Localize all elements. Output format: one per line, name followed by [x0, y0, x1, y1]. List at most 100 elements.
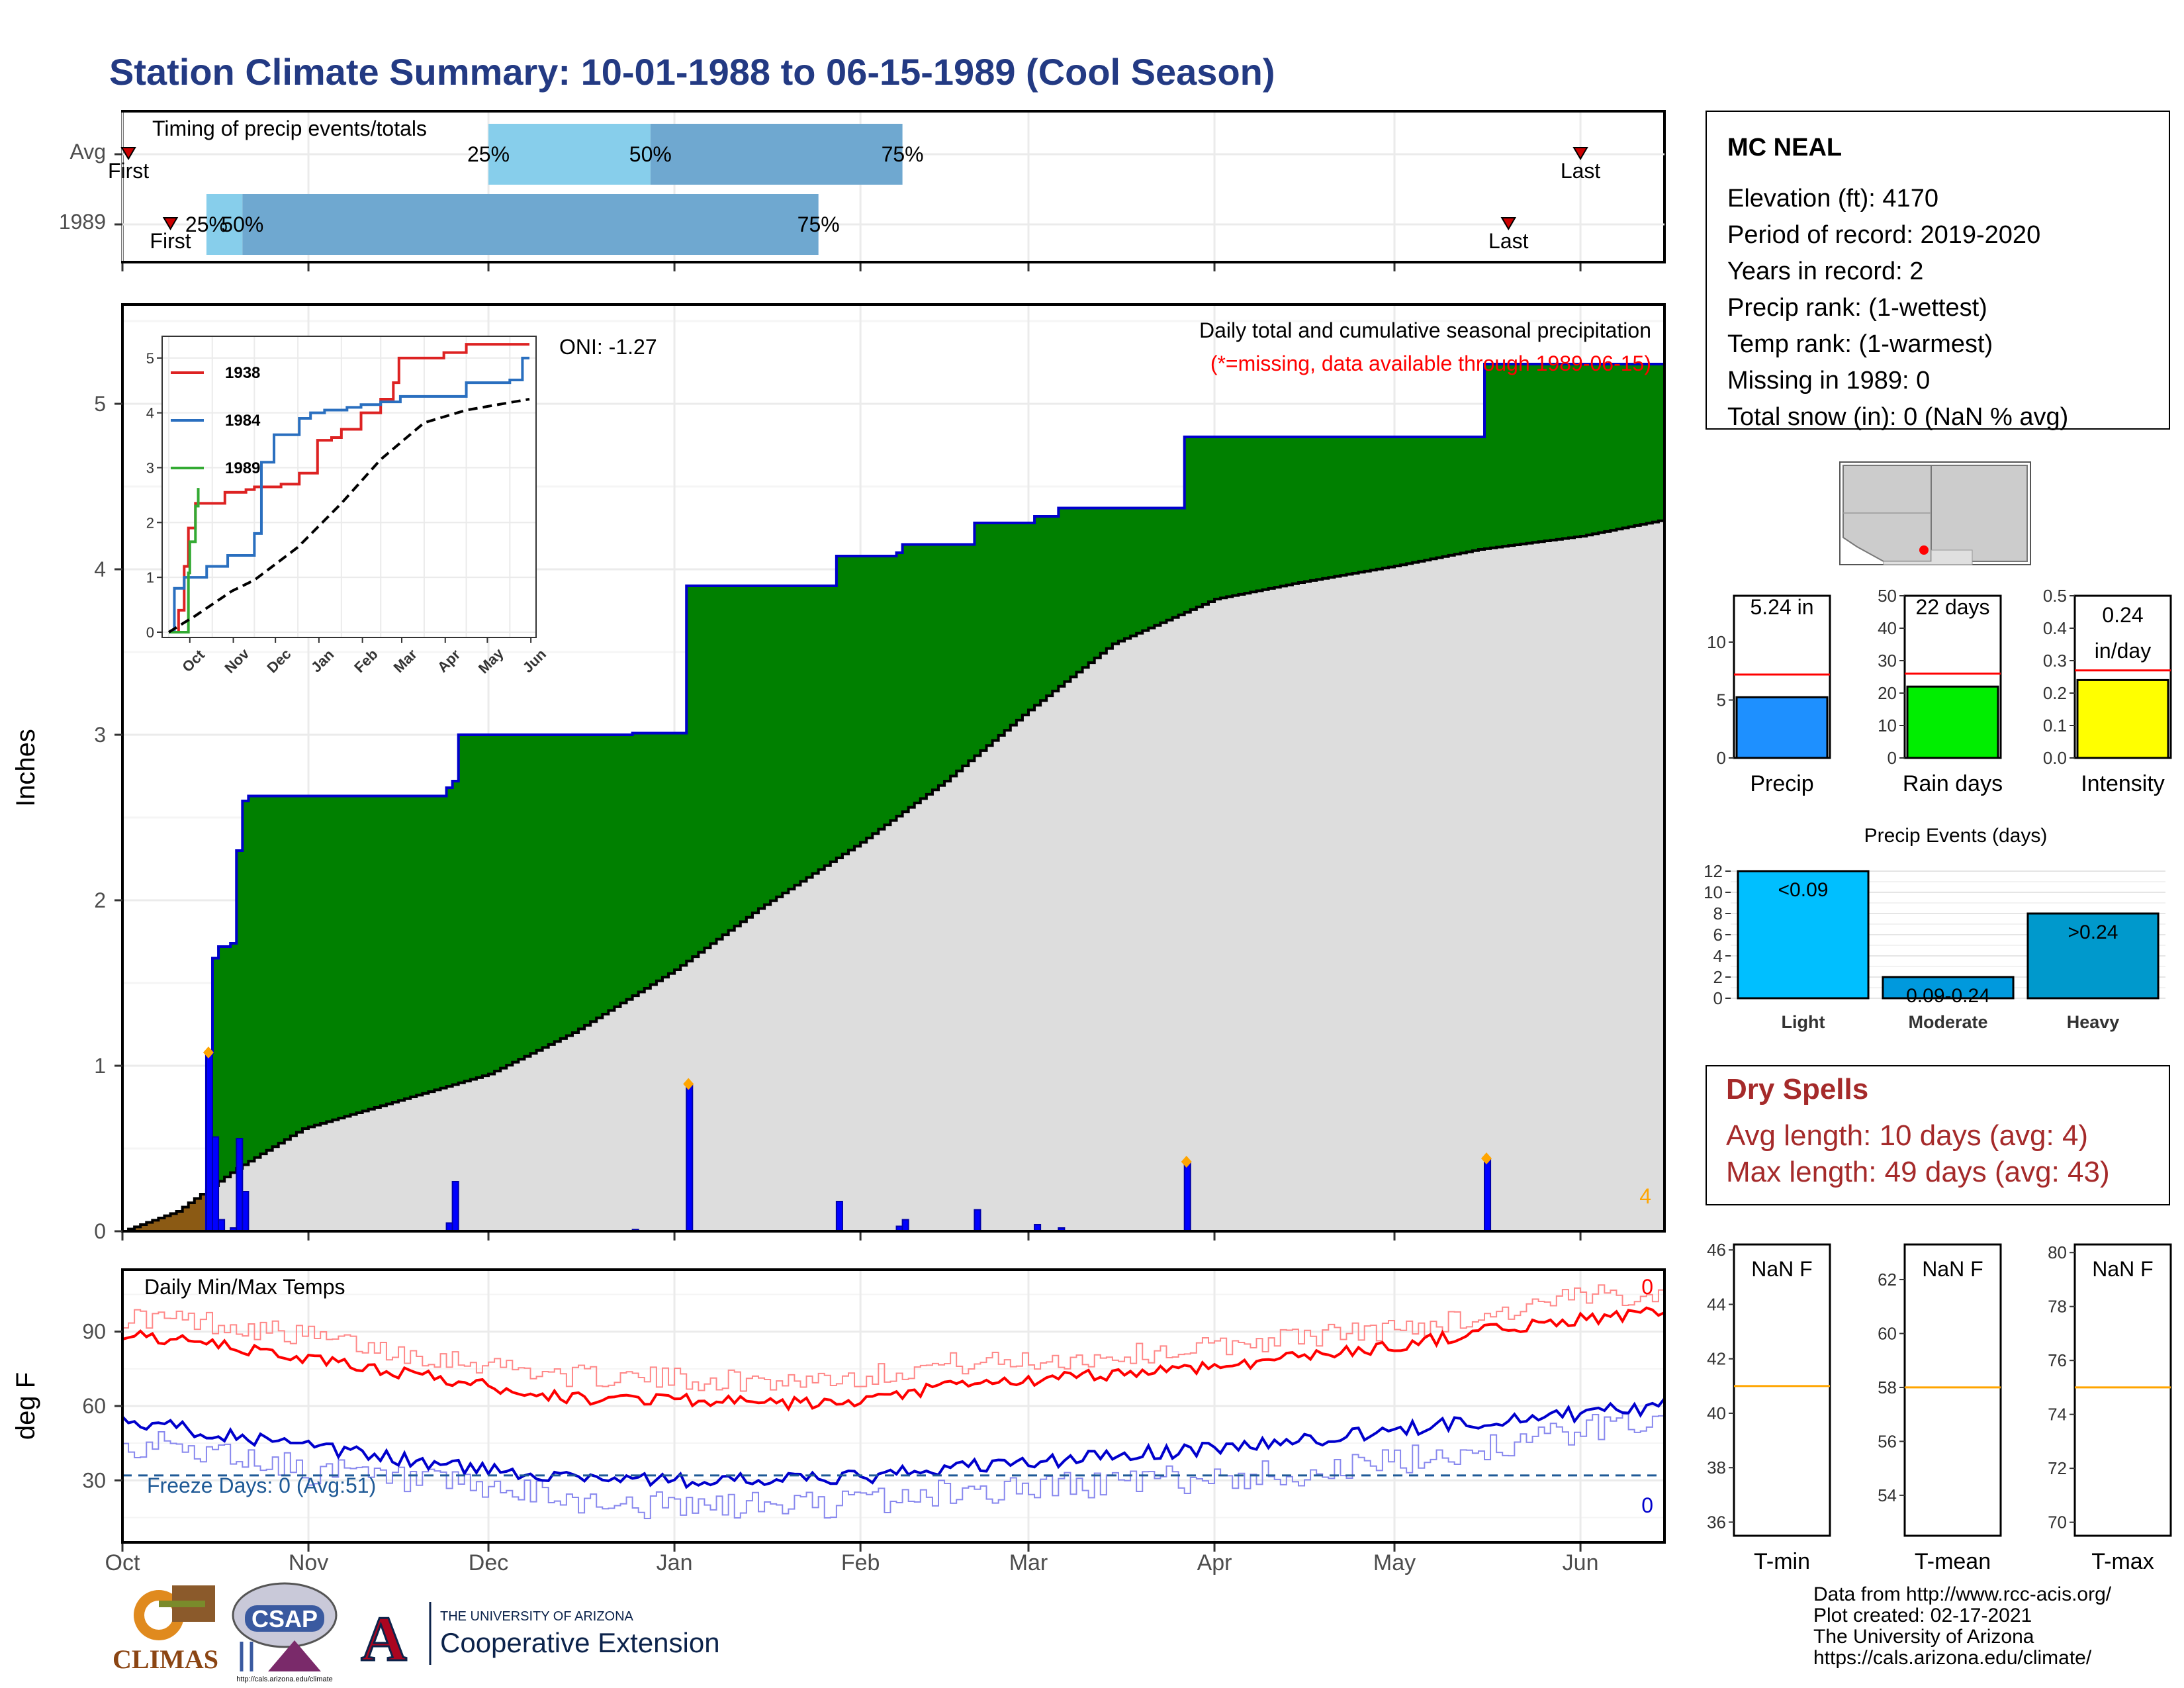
temp-ytick-label: 30 [82, 1468, 106, 1492]
inset-ytick-label: 0 [146, 624, 154, 641]
temp-summary-ytick-label: 70 [2048, 1513, 2067, 1532]
above-average-area [122, 364, 1664, 1231]
daily-precip-bar [205, 1052, 213, 1231]
summary-ytick-label: 0.0 [2043, 748, 2067, 768]
last-event-label: Last [1488, 229, 1529, 253]
station-line-1: Period of record: 2019-2020 [1727, 221, 2040, 249]
event-bar [1737, 870, 1870, 1000]
temp-summary-ytick-label: 74 [2048, 1405, 2067, 1425]
timing-bar-q2 [650, 124, 903, 185]
events-title: Precip Events (days) [1864, 825, 2048, 847]
csap-text: CSAP [251, 1605, 318, 1632]
temp-title: Daily Min/Max Temps [144, 1275, 345, 1299]
p50-label: 50% [221, 212, 263, 236]
event-bar-label: <0.09 [1778, 879, 1829, 901]
daily-precip-bar [1183, 1161, 1191, 1231]
summary-ytick-label: 10 [1878, 716, 1897, 735]
summary-value-bar [2076, 679, 2169, 759]
temp-summary-frame [1733, 1243, 1831, 1537]
footer-credits: Data from http://www.rcc-acis.org/ Plot … [1813, 1583, 2112, 1669]
station-line-5: Missing in 1989: 0 [1727, 367, 1930, 395]
temp-summary-value: NaN F [1922, 1257, 1983, 1281]
summary-ytick-label: 0.3 [2043, 651, 2067, 671]
events-ytick-label: 12 [1704, 861, 1723, 881]
ua-name-big: Cooperative Extension [440, 1627, 720, 1658]
summary-panel-label: Precip [1750, 771, 1813, 796]
missing-data-marker [683, 1078, 694, 1090]
credit-line-3: https://cals.arizona.edu/climate/ [1813, 1647, 2092, 1669]
tmin-missing-count: 0 [1641, 1493, 1653, 1517]
ua-cooperative-extension-logo: A THE UNIVERSITY OF ARIZONA Cooperative … [360, 1602, 720, 1675]
events-ytick-label: 8 [1713, 904, 1723, 923]
summary-panel-label: Intensity [2081, 771, 2165, 796]
month-tick-label: May [1373, 1550, 1416, 1575]
event-category-label: Light [1782, 1012, 1825, 1032]
station-line-4: Temp rank: (1-warmest) [1727, 330, 1993, 358]
inset-legend-label: 1938 [225, 364, 260, 382]
tmax-observed-line [122, 1284, 1664, 1392]
tmax-average-line [122, 1306, 1664, 1412]
station-info-box: MC NEAL Elevation (ft): 4170 Period of r… [1706, 111, 2170, 431]
precip-ytick-label: 3 [94, 723, 106, 747]
temp-summary-ytick-label: 76 [2048, 1350, 2067, 1370]
missing-data-marker [1481, 1152, 1492, 1164]
station-line-0: Elevation (ft): 4170 [1727, 185, 1938, 212]
daily-precip-bar [236, 1138, 244, 1231]
month-tick-label: Oct [105, 1550, 140, 1575]
station-line-6: Total snow (in): 0 (NaN % avg) [1727, 403, 2068, 431]
first-event-label: First [108, 159, 149, 183]
daily-precip-bar [242, 1191, 250, 1231]
timing-bar-q1 [488, 124, 651, 185]
temp-summary-ytick-label: 58 [1878, 1378, 1897, 1397]
events-ytick-label: 0 [1713, 988, 1723, 1008]
precip-y-label: Inches [11, 729, 40, 807]
month-tick-label: Jun [1563, 1550, 1599, 1575]
map-state-nm [1931, 465, 2028, 562]
month-tick-label: Mar [1009, 1550, 1048, 1575]
summary-ytick-label: 5 [1717, 690, 1726, 710]
summary-ytick-label: 40 [1878, 618, 1897, 638]
event-bar-label: 0.09-0.24 [1906, 985, 1990, 1007]
month-tick-label: Nov [289, 1550, 328, 1575]
temp-summary-ytick-label: 72 [2048, 1458, 2067, 1478]
missing-data-marker [1181, 1156, 1192, 1168]
temp-summary-ytick-label: 40 [1707, 1403, 1726, 1423]
temp-y-label: deg F [11, 1372, 40, 1440]
temp-summary-ytick-label: 78 [2048, 1297, 2067, 1317]
temp-summary-ytick-label: 60 [1878, 1323, 1897, 1343]
temp-summary-value: NaN F [1751, 1257, 1812, 1281]
temp-summary-frame [1903, 1243, 2002, 1537]
month-tick-label: Jan [657, 1550, 693, 1575]
map-state-mx [1883, 549, 1973, 565]
timing-label: Timing of precip events/totals [152, 117, 427, 140]
month-tick-label: Apr [1197, 1550, 1232, 1575]
precip-ytick-label: 4 [94, 557, 106, 581]
ua-name-small: THE UNIVERSITY OF ARIZONA [440, 1609, 634, 1624]
climas-text: CLIMAS [113, 1644, 218, 1674]
daily-precip-bar [1058, 1227, 1066, 1231]
average-cumulative-area [122, 520, 1664, 1231]
summary-ytick-label: 0.5 [2043, 586, 2067, 606]
tmin-observed-line [122, 1413, 1664, 1519]
summary-value-label: 5.24 in [1750, 595, 1813, 619]
last-event-label: Last [1561, 159, 1601, 183]
locator-map [1839, 461, 2031, 565]
summary-ytick-label: 10 [1707, 632, 1726, 652]
daily-precip-bar [451, 1181, 459, 1231]
climas-logo: CLIMAS [113, 1585, 218, 1674]
summary-ytick-label: 0 [1717, 748, 1726, 768]
dry-spells-max: Max length: 49 days (avg: 43) [1726, 1156, 2110, 1188]
csap-url: http://cals.arizona.edu/climate [236, 1675, 333, 1683]
inset-ytick-label: 4 [146, 405, 154, 422]
event-category-label: Moderate [1908, 1012, 1987, 1032]
summary-ytick-label: 0.2 [2043, 683, 2067, 703]
temp-summary-label: T-max [2091, 1549, 2154, 1574]
inset-series-line-1989 [169, 488, 200, 633]
figure-title: Station Climate Summary: 10-01-1988 to 0… [109, 51, 1275, 93]
temp-summary-label: T-mean [1915, 1549, 1991, 1574]
daily-precip-bar [686, 1083, 694, 1231]
first-event-label: First [150, 229, 191, 253]
timing-bar-q2 [242, 194, 819, 255]
inset-series-line-Avg [167, 398, 530, 633]
